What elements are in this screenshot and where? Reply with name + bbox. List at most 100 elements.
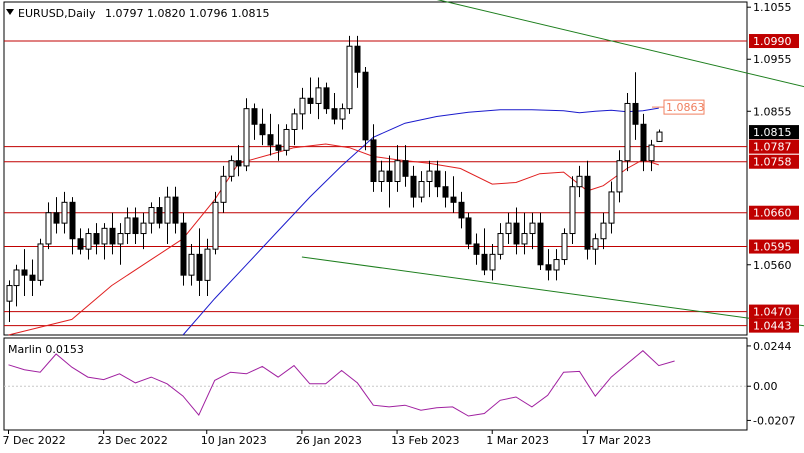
level-price-label: 1.0787 — [753, 141, 792, 154]
candle-body — [6, 285, 13, 302]
level-price-badge — [749, 34, 799, 49]
level-price-badge — [749, 318, 799, 333]
candle-body — [481, 253, 488, 271]
level-price-label: 1.0990 — [753, 35, 792, 48]
target-label-box — [663, 99, 705, 115]
candle-body — [553, 259, 560, 271]
level-price-badge — [749, 205, 799, 220]
candle-body — [608, 191, 615, 224]
candle-body — [339, 108, 346, 120]
candle-body — [196, 253, 203, 281]
candle-body — [77, 238, 84, 250]
candle-body — [188, 253, 195, 276]
candle-body — [592, 238, 599, 250]
time-tick-label: 17 Mar 2023 — [581, 434, 651, 447]
candle-body — [450, 196, 457, 203]
time-axis: 7 Dec 2022 23 Dec 2022 10 Jan 2023 26 Jan 2… — [3, 430, 651, 447]
candle-body — [410, 175, 417, 198]
candle-body — [156, 207, 163, 224]
main-plot-frame — [3, 1, 748, 336]
candle-body — [394, 160, 401, 183]
oscillator-name: Marlin 0.0153 — [8, 343, 84, 356]
candle-body — [164, 196, 171, 224]
candle-body — [220, 175, 227, 203]
candle-body — [521, 233, 528, 245]
oscillator-line — [8, 350, 675, 417]
candle-body — [13, 269, 20, 287]
candle-body — [465, 217, 472, 245]
candle-body — [458, 201, 465, 219]
candle-body — [489, 253, 496, 271]
level-price-badge — [749, 154, 799, 169]
candle-body — [640, 123, 647, 162]
candle-body — [323, 87, 330, 110]
time-tick-label: 10 Jan 2023 — [201, 434, 267, 447]
candle-body — [37, 243, 44, 281]
candle-body — [172, 196, 179, 224]
candle-body — [132, 217, 139, 235]
candle-body — [600, 222, 607, 240]
price-channel — [301, 0, 804, 327]
level-price-label: 1.0758 — [753, 156, 792, 169]
level-price-badge — [749, 239, 799, 254]
candle-body — [354, 45, 361, 73]
candle-body — [53, 212, 60, 224]
target-label: 1.0863 — [666, 101, 705, 114]
ohlc-readout: 1.0797 1.0820 1.0796 1.0815 — [105, 7, 269, 20]
level-price-badge — [749, 304, 799, 319]
candle-body — [228, 160, 235, 177]
candle-body — [148, 207, 155, 224]
level-price-badge — [749, 139, 799, 154]
candle-body — [497, 233, 504, 255]
candle-body — [85, 233, 92, 250]
candle-body — [442, 186, 449, 198]
oscillator-tick-label: 0.00 — [753, 380, 778, 393]
candle-body — [656, 131, 663, 142]
level-price-label: 1.0595 — [753, 241, 792, 254]
candle-body — [291, 113, 298, 130]
oscillator-plot-frame — [3, 337, 748, 431]
channel-lower-line — [301, 256, 804, 327]
time-tick-label: 23 Dec 2022 — [98, 434, 168, 447]
candle-body — [21, 269, 28, 276]
level-price-label: 1.0660 — [753, 207, 792, 220]
candle-body — [180, 222, 187, 276]
candle-body — [315, 87, 322, 104]
candle-body — [648, 144, 655, 162]
candle-body — [259, 123, 266, 136]
symbol-dropdown-triangle-icon[interactable] — [6, 9, 14, 15]
symbol-timeframe: EURUSD,Daily — [18, 7, 96, 20]
slow-ma-line — [182, 107, 659, 336]
oscillator-tick-label: 0.0244 — [753, 340, 792, 353]
candle-body — [235, 160, 242, 167]
candle-body — [69, 201, 76, 240]
candle-body — [275, 144, 282, 151]
candle-body — [93, 233, 100, 245]
candle-body — [267, 134, 274, 146]
candles — [6, 35, 663, 322]
candle-body — [283, 128, 290, 151]
candle-body — [45, 212, 52, 245]
candle-body — [109, 227, 116, 245]
candle-body — [402, 160, 409, 177]
candle-body — [346, 45, 353, 110]
time-tick-label: 13 Feb 2023 — [391, 434, 459, 447]
candle-body — [101, 227, 108, 245]
candle-body — [513, 222, 520, 245]
channel-upper-line — [436, 0, 804, 88]
candle-body — [370, 139, 377, 183]
candle-body — [251, 108, 258, 125]
candle-body — [434, 170, 441, 188]
candle-body — [204, 248, 211, 281]
candle-body — [418, 181, 425, 198]
candle-body — [426, 170, 433, 183]
candle-body — [632, 102, 639, 125]
candle-body — [616, 160, 623, 193]
candle-body — [473, 243, 480, 255]
candle-body — [124, 217, 131, 235]
candle-body — [561, 233, 568, 261]
candle-body — [61, 201, 68, 224]
candle-body — [378, 170, 385, 183]
